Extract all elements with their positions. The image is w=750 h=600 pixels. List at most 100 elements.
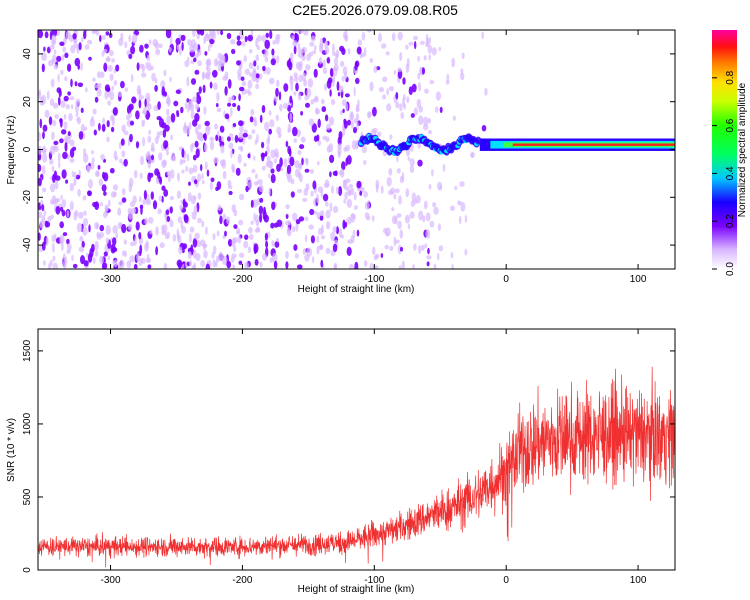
spectral-speckle xyxy=(285,261,289,269)
spectral-speckle xyxy=(231,136,234,141)
spectral-speckle xyxy=(318,56,323,65)
spectral-speckle xyxy=(97,84,100,89)
colorbar-tick-label: 0.2 xyxy=(725,214,736,228)
spectral-speckle xyxy=(103,251,108,257)
spectral-speckle xyxy=(433,206,439,215)
spectral-speckle xyxy=(320,235,326,240)
spectral-speckle xyxy=(428,54,432,61)
spectral-speckle xyxy=(118,142,122,150)
spectral-speckle xyxy=(186,125,190,136)
spectral-speckle xyxy=(343,118,347,125)
spectral-speckle xyxy=(59,138,64,144)
spectral-speckle xyxy=(111,85,115,91)
spectral-speckle xyxy=(269,257,274,263)
spectral-speckle xyxy=(60,194,63,200)
spectral-speckle xyxy=(51,34,57,45)
spectral-speckle xyxy=(283,102,289,109)
spectral-speckle xyxy=(92,30,98,34)
spectral-speckle xyxy=(239,125,244,132)
spectral-speckle xyxy=(52,102,59,109)
x-tick-label: 0 xyxy=(503,274,509,285)
spectral-speckle xyxy=(224,113,230,120)
spectral-speckle xyxy=(279,157,283,168)
spectral-speckle xyxy=(285,250,289,259)
spectral-speckle xyxy=(218,251,224,261)
spectral-speckle xyxy=(196,131,203,141)
spectral-speckle xyxy=(131,33,138,44)
spectral-speckle xyxy=(382,76,388,83)
y-tick-label: 1500 xyxy=(22,339,33,362)
spectral-speckle xyxy=(298,30,305,34)
spectral-speckle xyxy=(270,168,275,174)
spectral-speckle xyxy=(402,94,406,101)
spectral-speckle xyxy=(163,189,169,197)
spectral-speckle xyxy=(233,224,238,230)
spectral-speckle xyxy=(247,181,253,189)
spectral-speckle xyxy=(341,161,346,171)
spectral-speckle xyxy=(397,244,402,255)
spectral-speckle xyxy=(169,206,173,214)
colorbar-tick-label: 0.6 xyxy=(725,118,736,132)
spectral-speckle xyxy=(423,116,428,127)
spectral-speckle xyxy=(59,118,63,124)
spectral-speckle xyxy=(115,64,120,72)
spectral-speckle xyxy=(78,42,82,51)
spectral-speckle xyxy=(407,223,411,230)
spectral-speckle xyxy=(239,86,245,92)
spectral-speckle xyxy=(425,212,431,222)
spectral-speckle xyxy=(313,68,318,78)
spectral-speckle xyxy=(341,47,346,56)
spectral-speckle xyxy=(71,170,75,177)
spectral-speckle xyxy=(361,31,366,41)
spectral-speckle xyxy=(192,154,197,161)
spectral-speckle xyxy=(91,115,94,122)
spectral-speckle xyxy=(460,201,466,212)
spectral-speckle xyxy=(178,261,182,269)
spectral-speckle xyxy=(316,245,320,255)
spectral-speckle xyxy=(194,179,198,185)
spectral-speckle xyxy=(442,163,446,172)
spectral-speckle xyxy=(82,195,87,201)
spectral-speckle xyxy=(203,250,208,259)
spectral-speckle xyxy=(123,239,128,245)
spectral-speckle xyxy=(424,243,428,249)
spectral-speckle xyxy=(386,103,392,112)
spectral-speckle xyxy=(190,109,195,120)
spectral-speckle xyxy=(307,78,314,88)
spectral-speckle xyxy=(337,146,342,156)
spectral-speckle xyxy=(100,71,105,79)
spectral-speckle xyxy=(397,31,403,41)
spectral-speckle xyxy=(204,51,208,56)
spectral-speckle xyxy=(322,135,327,141)
y-tick-label: 0 xyxy=(22,146,33,152)
spectral-speckle xyxy=(49,199,55,205)
spectral-speckle xyxy=(248,227,253,234)
spectral-speckle xyxy=(126,114,131,121)
spectral-speckle xyxy=(391,207,395,212)
spectral-speckle xyxy=(326,57,331,64)
spectral-speckle xyxy=(65,31,71,40)
spectral-speckle xyxy=(413,107,418,116)
spectral-speckle xyxy=(154,84,158,92)
spectral-speckle xyxy=(271,240,275,247)
spectral-speckle xyxy=(264,56,269,63)
spectral-speckle xyxy=(361,144,367,154)
spectral-speckle xyxy=(177,234,182,244)
spectral-speckle xyxy=(84,87,88,93)
spectral-speckle xyxy=(49,30,53,41)
spectral-speckle xyxy=(203,132,207,142)
spectral-speckle xyxy=(69,158,75,163)
spectral-speckle xyxy=(169,195,174,201)
spectral-speckle xyxy=(373,65,378,73)
spectral-speckle xyxy=(111,58,115,63)
spectral-speckle xyxy=(346,217,352,225)
spectral-speckle xyxy=(41,241,46,251)
spectral-speckle xyxy=(254,139,258,146)
spectral-speckle xyxy=(244,234,249,240)
spectral-speckle xyxy=(261,141,265,149)
spectral-speckle xyxy=(400,246,403,252)
spectral-speckle xyxy=(251,129,256,134)
spectral-speckle xyxy=(128,34,131,43)
spectral-speckle xyxy=(88,56,92,61)
spectral-speckle xyxy=(120,80,125,89)
